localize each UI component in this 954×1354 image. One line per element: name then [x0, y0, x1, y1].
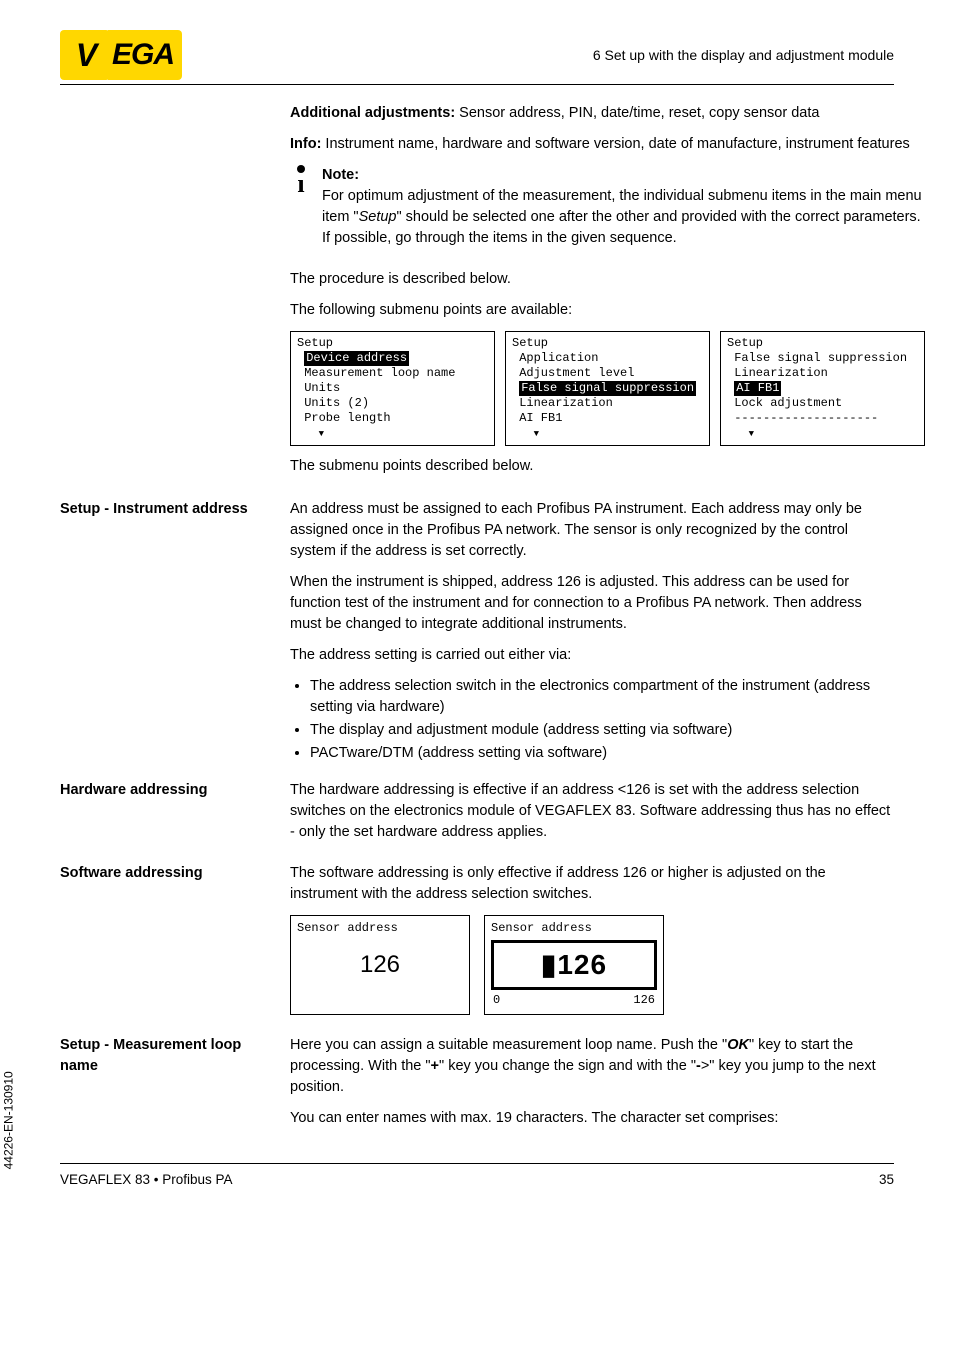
logo-mark: V	[60, 30, 110, 80]
info-line: Info: Instrument name, hardware and soft…	[290, 134, 925, 155]
heading-setup-address: Setup - Instrument address	[60, 499, 290, 774]
info-label: Info:	[290, 136, 321, 152]
sensor2-scale: 0 126	[491, 992, 657, 1009]
sw-addr-p1: The software addressing is only effectiv…	[290, 863, 894, 905]
sensor1-value: 126	[297, 938, 463, 993]
note-available: The following submenu points are availab…	[290, 300, 925, 321]
meas-loop-p1: Here you can assign a suitable measureme…	[290, 1035, 894, 1098]
menu-box-3: Setup False signal suppression Lineariza…	[720, 331, 925, 446]
note-procedure: The procedure is described below.	[290, 269, 925, 290]
menu-highlight-3: AI FB1	[734, 381, 781, 396]
info-text: Instrument name, hardware and software v…	[321, 136, 909, 152]
heading-hardware-addressing: Hardware addressing	[60, 780, 290, 853]
note-heading: Note:	[322, 165, 925, 186]
additional-adjustments: Additional adjustments: Sensor address, …	[290, 103, 925, 124]
note-block: ı Note: For optimum adjustment of the me…	[290, 165, 925, 259]
footer-left: VEGAFLEX 83 • Profibus PA	[60, 1170, 233, 1190]
additional-text: Sensor address, PIN, date/time, reset, c…	[455, 105, 819, 121]
doc-id-vertical: 44226-EN-130910	[1, 1071, 18, 1169]
section-title: 6 Set up with the display and adjustment…	[593, 45, 894, 65]
sensor-box-2: Sensor address ▮126 0 126	[484, 915, 664, 1014]
heading-software-addressing: Software addressing	[60, 863, 290, 1028]
footer: VEGAFLEX 83 • Profibus PA 35	[60, 1163, 894, 1190]
sensor2-big: ▮126	[498, 945, 650, 986]
hw-addr-p1: The hardware addressing is effective if …	[290, 780, 894, 843]
menu-block: Setup Device address Measurement loop na…	[290, 331, 925, 446]
bullet-item: The display and adjustment module (addre…	[310, 720, 894, 741]
menu-box-1: Setup Device address Measurement loop na…	[290, 331, 495, 446]
additional-label: Additional adjustments:	[290, 105, 455, 121]
setup-addr-p3: The address setting is carried out eithe…	[290, 645, 894, 666]
heading-measurement-loop: Setup - Measurement loop name	[60, 1035, 290, 1139]
ok-key: OK	[727, 1037, 749, 1053]
content-area: Additional adjustments: Sensor address, …	[0, 103, 954, 1139]
setup-addr-p2: When the instrument is shipped, address …	[290, 572, 894, 635]
note-body: For optimum adjustment of the measuremen…	[322, 186, 925, 249]
sensor2-title: Sensor address	[491, 920, 657, 937]
scale-min: 0	[493, 992, 500, 1009]
scale-max: 126	[633, 992, 655, 1009]
meas-loop-p2: You can enter names with max. 19 charact…	[290, 1108, 894, 1129]
sensor2-inner: ▮126	[491, 940, 657, 991]
plus-key: +	[431, 1058, 439, 1074]
menu-highlight-2: False signal suppression	[519, 381, 696, 396]
info-icon: ı	[290, 165, 312, 259]
menu-highlight-1: Device address	[304, 351, 409, 366]
footer-page-number: 35	[879, 1170, 894, 1190]
setup-addr-p1: An address must be assigned to each Prof…	[290, 499, 894, 562]
bullet-item: The address selection switch in the elec…	[310, 676, 894, 718]
sensor-box-1: Sensor address 126	[290, 915, 470, 1014]
bullet-item: PACTware/DTM (address setting via softwa…	[310, 743, 894, 764]
sensor1-title: Sensor address	[297, 920, 463, 937]
logo-text: EGA	[108, 30, 182, 80]
header-divider	[60, 84, 894, 85]
setup-addr-bullets: The address selection switch in the elec…	[290, 676, 894, 764]
menu-box-2: Setup Application Adjustment level False…	[505, 331, 710, 446]
page-header: V EGA 6 Set up with the display and adju…	[0, 0, 954, 84]
logo: V EGA	[60, 30, 182, 80]
menu-after-text: The submenu points described below.	[290, 456, 925, 477]
sensor-block: Sensor address 126 Sensor address ▮126 0…	[290, 915, 894, 1014]
